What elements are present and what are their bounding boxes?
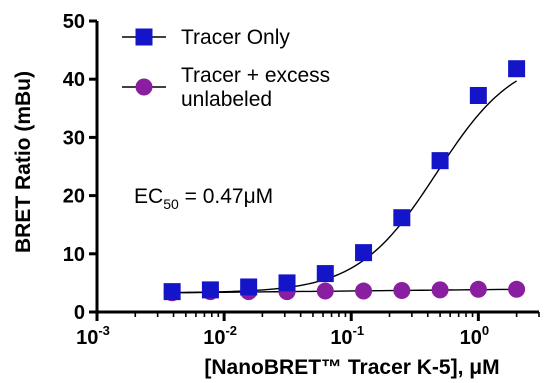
tracer-only-point — [240, 278, 258, 296]
unlabeled-point — [508, 280, 526, 298]
x-tick-label: 10-2 — [203, 323, 237, 349]
x-tick-label: 10-1 — [330, 323, 364, 349]
unlabeled-fit-line — [172, 288, 517, 294]
unlabeled-point — [393, 281, 411, 299]
ec50-annotation: EC50 = 0.47μM — [134, 185, 273, 212]
tracer-only-point — [201, 281, 219, 299]
tracer-only-point — [355, 244, 373, 262]
unlabeled-point — [316, 282, 334, 300]
legend-marker-tracer-only — [135, 28, 153, 46]
y-tick-label: 30 — [63, 127, 85, 149]
y-tick-label: 50 — [63, 11, 85, 33]
y-tick-label: 40 — [63, 69, 85, 91]
series-layer — [163, 60, 526, 302]
x-tick-label: 10-3 — [76, 323, 110, 349]
unlabeled-point — [469, 280, 487, 298]
y-tick-label: 10 — [63, 244, 85, 266]
tracer-only-point — [508, 60, 526, 78]
x-axis-title: [NanoBRET™ Tracer K-5], μM — [204, 356, 499, 379]
tracer-only-point — [316, 265, 334, 283]
legend-marker-unlabeled — [135, 78, 153, 96]
axes: 0 10 20 30 40 50 10-3 10-2 10-1 100 — [63, 11, 540, 349]
unlabeled-point — [355, 282, 373, 300]
legend-label-tracer-only: Tracer Only — [181, 26, 290, 49]
y-tick-label: 20 — [63, 186, 85, 208]
legend-label-unlabeled: Tracer + excess unlabeled — [181, 64, 330, 111]
tracer-only-point — [469, 86, 487, 104]
tracer-only-point — [431, 152, 449, 170]
tracer-only-point — [278, 274, 296, 292]
legend: Tracer Only Tracer + excess unlabeled — [122, 26, 330, 111]
y-axis-title: BRET Ratio (mBu) — [12, 71, 35, 253]
tracer-only-point — [163, 283, 181, 301]
y-tick-label: 0 — [74, 302, 85, 324]
unlabeled-point — [431, 281, 449, 299]
tracer-only-point — [393, 209, 411, 227]
x-tick-label: 100 — [460, 323, 489, 349]
